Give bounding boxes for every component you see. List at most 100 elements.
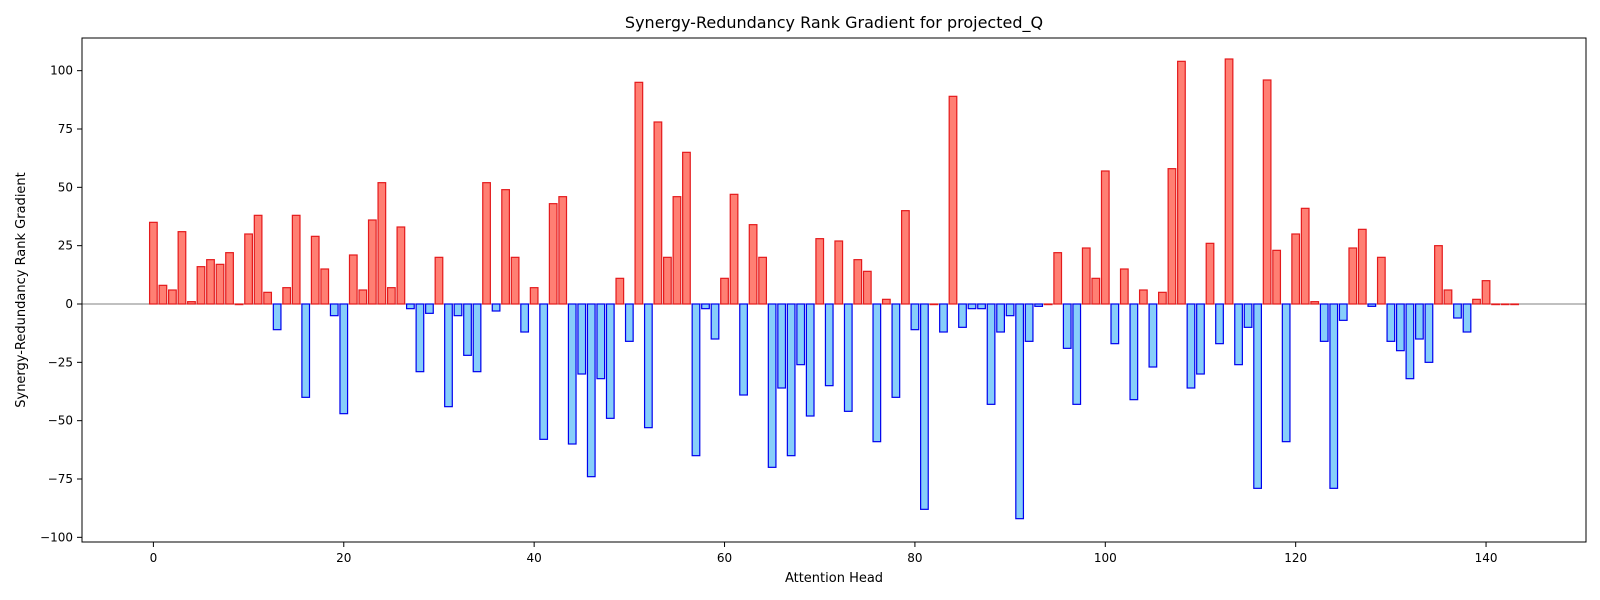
bar-head-137 [1453, 303, 1462, 319]
bar-head-46 [586, 303, 596, 478]
bar-head-142 [1500, 303, 1510, 306]
bar-head-131 [1395, 303, 1405, 352]
bar-head-7 [215, 263, 225, 305]
bar-head-119 [1281, 303, 1291, 443]
bar-head-41 [539, 303, 549, 440]
bar-head-45 [577, 303, 587, 375]
bar-head-29 [425, 303, 434, 314]
bar-head-10 [244, 233, 253, 305]
bar-head-51 [634, 81, 644, 305]
x-tick-label: 60 [717, 551, 732, 565]
y-tick-label: 0 [65, 297, 73, 311]
x-tick-label: 80 [907, 551, 922, 565]
bar-head-117 [1262, 79, 1272, 305]
bar-head-133 [1415, 303, 1424, 340]
bar-head-36 [491, 303, 501, 312]
bar-head-112 [1215, 303, 1224, 345]
bar-head-109 [1186, 303, 1196, 389]
bar-head-26 [396, 226, 406, 305]
plot-frame [81, 37, 1587, 543]
bar-head-12 [263, 291, 273, 305]
bar-head-56 [682, 151, 691, 305]
y-tick-label: −100 [40, 530, 73, 544]
bar-head-132 [1405, 303, 1415, 380]
bar-head-86 [967, 303, 977, 310]
bar-head-139 [1472, 298, 1481, 305]
bar-head-103 [1129, 303, 1139, 401]
bar-head-114 [1234, 303, 1243, 366]
bar-head-23 [367, 219, 377, 305]
bar-head-49 [615, 277, 625, 305]
bar-head-135 [1434, 245, 1443, 305]
x-tick-label: 20 [336, 551, 351, 565]
bar-head-79 [900, 210, 910, 305]
bar-head-104 [1138, 289, 1148, 305]
bar-head-63 [748, 224, 758, 305]
bar-head-107 [1167, 168, 1177, 305]
bar-head-6 [206, 259, 215, 305]
bar-head-138 [1462, 303, 1472, 333]
bar-head-25 [386, 287, 396, 305]
bar-head-102 [1119, 268, 1129, 305]
bar-head-99 [1091, 277, 1101, 305]
bar-head-93 [1034, 303, 1044, 307]
bar-head-89 [996, 303, 1005, 333]
bar-head-108 [1177, 60, 1186, 305]
bar-head-65 [767, 303, 777, 468]
y-tick-label: 25 [58, 239, 73, 253]
x-tick-label: 40 [527, 551, 542, 565]
bar-head-118 [1272, 249, 1282, 305]
bar-head-73 [843, 303, 853, 412]
bar-head-4 [187, 301, 196, 305]
bar-head-130 [1386, 303, 1396, 342]
bar-head-90 [1005, 303, 1015, 317]
bar-head-28 [415, 303, 425, 373]
bar-head-83 [939, 303, 948, 333]
bar-head-14 [282, 287, 292, 305]
bar-head-136 [1443, 289, 1453, 305]
bar-head-60 [720, 277, 729, 305]
bar-head-13 [272, 303, 282, 331]
x-tick-label: 120 [1284, 551, 1307, 565]
bar-head-38 [510, 256, 520, 305]
bar-head-121 [1300, 207, 1310, 305]
bar-head-15 [291, 214, 301, 305]
bar-head-53 [653, 121, 663, 305]
bar-head-100 [1100, 170, 1110, 305]
bar-head-19 [329, 303, 339, 317]
bar-head-32 [453, 303, 463, 317]
bar-head-69 [805, 303, 815, 417]
bar-head-42 [548, 203, 558, 305]
x-axis-label: Attention Head [785, 571, 883, 586]
x-axis: 0 20 40 60 80 100 120 140 [150, 542, 1498, 565]
chart-title: Synergy-Redundancy Rank Gradient for pro… [625, 13, 1043, 33]
bar-head-44 [567, 303, 577, 445]
bar-head-141 [1491, 303, 1500, 306]
bar-head-105 [1148, 303, 1158, 368]
bar-head-55 [672, 196, 682, 305]
bar-head-58 [701, 303, 710, 310]
bar-head-116 [1253, 303, 1263, 489]
bar-head-67 [786, 303, 796, 457]
bar-head-62 [739, 303, 748, 396]
y-axis-label: Synergy-Redundancy Rank Gradient [14, 172, 29, 408]
bar-head-76 [872, 303, 882, 443]
x-tick-label: 0 [150, 551, 158, 565]
bar-head-22 [358, 289, 368, 305]
bar-head-68 [796, 303, 806, 366]
bar-head-129 [1376, 256, 1386, 305]
bar-head-88 [986, 303, 996, 405]
bar-head-64 [758, 256, 768, 305]
bar-head-20 [339, 303, 349, 415]
bar-head-17 [310, 235, 320, 305]
bar-head-122 [1310, 301, 1320, 305]
bar-head-52 [643, 303, 653, 429]
bar-head-106 [1157, 291, 1167, 305]
bar-head-21 [348, 254, 358, 305]
bar-head-31 [444, 303, 453, 408]
bar-head-48 [605, 303, 615, 419]
bar-head-110 [1196, 303, 1205, 375]
bar-head-39 [520, 303, 530, 333]
bar-head-75 [862, 270, 872, 305]
bar-head-40 [529, 287, 539, 305]
